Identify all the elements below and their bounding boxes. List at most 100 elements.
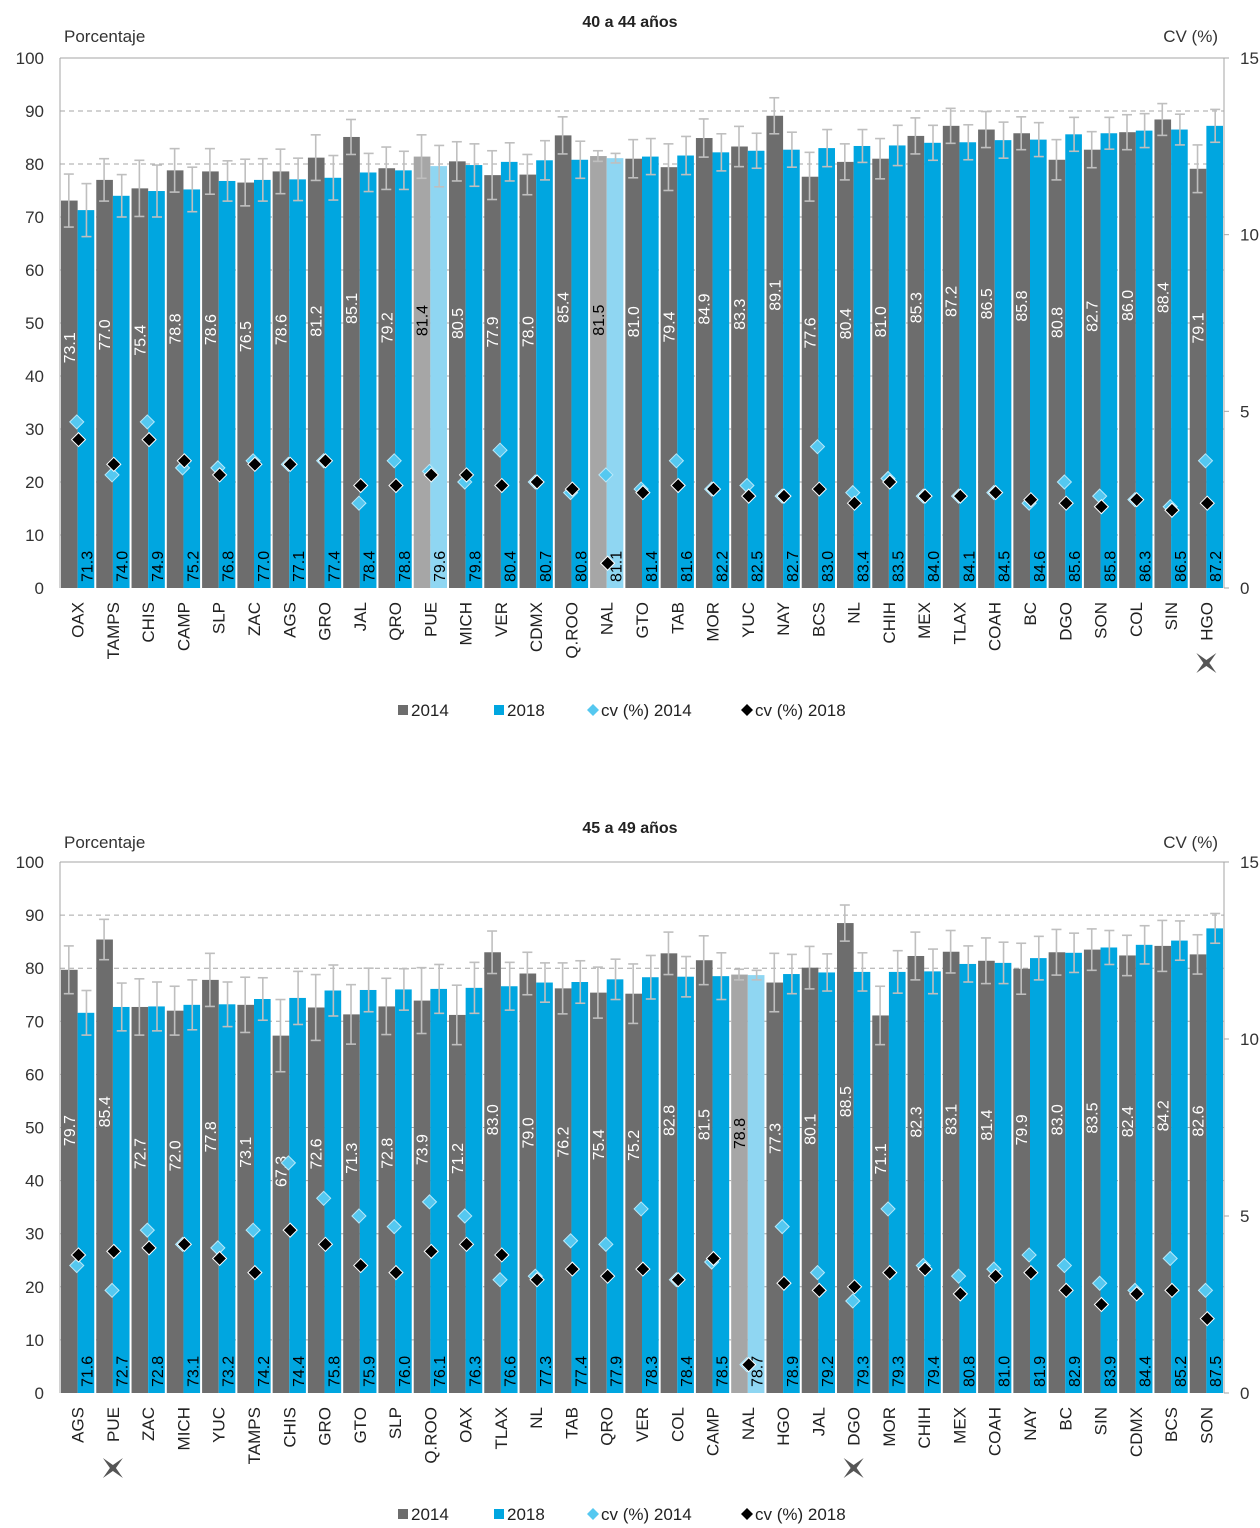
data-label-2014-bcs: 77.6 — [803, 317, 820, 348]
data-label-2018-son: 85.8 — [1102, 551, 1119, 582]
data-label-2014-nl: 80.4 — [838, 308, 855, 339]
bar-2014-mex — [907, 135, 925, 588]
cv-2018-marker-mor — [705, 481, 722, 497]
cv-2014-marker-hgo — [774, 1218, 790, 1235]
star-mark-shape — [843, 1458, 864, 1478]
data-label-2018-col: 86.3 — [1138, 551, 1155, 582]
y-tick-label: 0 — [35, 579, 44, 598]
data-label-2014-zac: 76.5 — [238, 321, 255, 352]
bar-2014-jal — [343, 136, 360, 588]
cv-2018-marker-pue — [106, 1243, 122, 1260]
cv-2018-marker-zac — [247, 456, 263, 473]
cv-2014-marker-chis — [280, 1155, 297, 1171]
category-label-zac: ZAC — [245, 602, 264, 636]
category-label-jal: JAL — [351, 602, 370, 631]
data-label-2014-tamps: 77.0 — [97, 319, 114, 350]
y-tick-label: 70 — [25, 1012, 44, 1031]
bar-2018-dgo — [853, 971, 871, 1393]
cv-2014-marker-tamps — [245, 1222, 261, 1238]
data-label-2018-coah: 81.0 — [997, 1356, 1014, 1387]
category-label-mex: MEX — [950, 1407, 969, 1444]
category-label-gto: GTO — [633, 602, 652, 639]
cv-2018-marker-hgo — [1199, 495, 1215, 511]
bar-2014-mich — [449, 161, 466, 588]
legend-marker-2018 — [494, 1509, 504, 1519]
legend-marker-2014 — [398, 705, 408, 715]
y2-tick-label: 15 — [1240, 49, 1259, 68]
y2-tick-label: 0 — [1240, 1384, 1249, 1403]
bar-2018-nay — [1030, 958, 1047, 1393]
data-label-2014-mich: 80.5 — [450, 308, 467, 339]
category-label-tamps: TAMPS — [104, 602, 123, 659]
category-label-q-roo: Q.ROO — [562, 602, 581, 659]
y2-axis-label: CV (%) — [1163, 27, 1218, 46]
bar-2018-mich — [465, 165, 483, 588]
cv-2018-marker-hgo — [776, 1275, 792, 1291]
cv-2018-marker-oax — [458, 1236, 475, 1253]
y-axis-label: Porcentaje — [64, 833, 145, 852]
data-label-2018-sin: 86.5 — [1173, 551, 1190, 582]
legend-label-cv-2018: cv (%) 2018 — [755, 701, 846, 720]
bar-2018-nal — [606, 158, 624, 589]
bar-2014-nl — [837, 161, 854, 588]
data-label-2018-bcs: 83.0 — [820, 551, 837, 582]
data-label-2018-tamps: 74.0 — [115, 551, 132, 582]
bar-2014-camp — [695, 960, 713, 1393]
cv-2018-marker-gro — [317, 1236, 334, 1253]
bar-2018-gro — [324, 177, 342, 588]
bar-2014-gro — [307, 1007, 325, 1393]
bar-2014-q-roo — [413, 1000, 431, 1393]
bar-2014-slp — [202, 171, 219, 589]
data-label-2018-hgo: 87.2 — [1208, 551, 1225, 582]
data-label-2018-yuc: 73.2 — [221, 1356, 238, 1387]
bar-2018-q-roo — [571, 159, 589, 588]
bar-2014-tamps — [237, 1004, 254, 1393]
cv-2014-marker-hgo — [1197, 453, 1214, 469]
data-label-2018-ver: 78.3 — [644, 1356, 661, 1387]
bar-2014-bc — [1013, 133, 1030, 588]
bar-2014-oax — [61, 200, 78, 588]
star-mark-shape — [102, 1458, 123, 1478]
category-label-tlax: TLAX — [492, 1407, 511, 1450]
data-label-2014-nay: 79.9 — [1014, 1114, 1031, 1145]
cv-2018-marker-q-roo — [423, 1243, 439, 1260]
cv-2018-marker-mex — [952, 1286, 969, 1302]
data-label-2014-nl: 79.0 — [520, 1117, 537, 1148]
data-label-2018-mex: 84.0 — [926, 551, 943, 582]
bar-2018-zac — [254, 179, 271, 588]
cv-2018-marker-tlax — [952, 488, 969, 504]
y2-tick-label: 10 — [1240, 1030, 1259, 1049]
bar-2018-qro — [606, 979, 624, 1393]
data-label-2018-tamps: 74.2 — [256, 1356, 273, 1387]
bar-2014-bcs — [1154, 945, 1172, 1393]
cv-2014-marker-ver — [633, 1201, 649, 1217]
bar-2014-nal — [590, 156, 607, 589]
bar-2018-yuc — [218, 1004, 236, 1393]
cv-2018-marker-tamps — [247, 1264, 263, 1281]
data-label-2018-q-roo: 76.1 — [432, 1356, 449, 1387]
category-label-chih: CHIH — [880, 602, 899, 644]
y-tick-label: 90 — [25, 906, 44, 925]
cv-2018-marker-q-roo — [564, 481, 581, 497]
bar-2014-tamps — [96, 179, 113, 588]
bar-2018-mor — [888, 971, 906, 1393]
cv-2018-marker-jal — [352, 477, 369, 494]
data-label-2018-pue: 72.7 — [115, 1356, 132, 1387]
cv-2018-marker-tab — [670, 477, 686, 494]
data-label-2014-bcs: 84.2 — [1155, 1100, 1172, 1131]
category-label-nal: NAL — [739, 1407, 758, 1440]
data-label-2018-jal: 78.4 — [362, 551, 379, 582]
bar-2014-coah — [978, 129, 995, 589]
category-label-slp: SLP — [386, 1407, 405, 1439]
data-label-2018-tab: 81.6 — [679, 551, 696, 582]
bar-2018-slp — [395, 989, 412, 1393]
data-label-2018-nal: 81.1 — [609, 551, 626, 582]
data-label-2018-cdmx: 80.7 — [538, 551, 555, 582]
cv-2018-marker-tab — [564, 1261, 581, 1277]
legend-label-cv-2014: cv (%) 2014 — [601, 1505, 692, 1524]
cv-2014-marker-nay — [1021, 1247, 1037, 1263]
bar-2014-jal — [801, 967, 819, 1393]
data-label-2018-ags: 71.6 — [79, 1356, 96, 1387]
data-label-2014-dgo: 88.5 — [838, 1086, 855, 1117]
